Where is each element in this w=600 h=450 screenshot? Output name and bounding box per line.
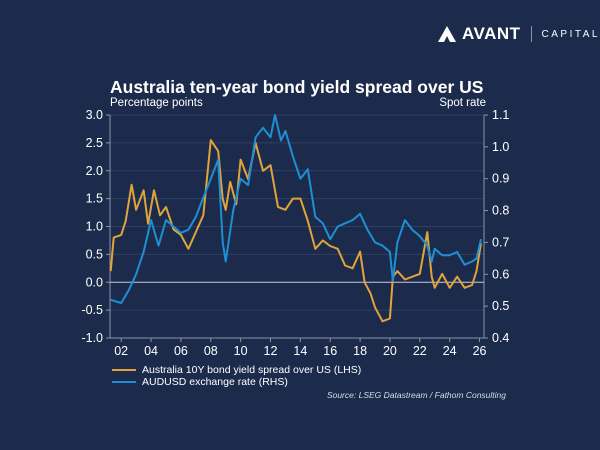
left-tick-label: 2.0 — [86, 164, 103, 178]
right-tick-label: 0.5 — [492, 299, 509, 313]
source-note: Source: LSEG Datastream / Fathom Consult… — [326, 390, 506, 400]
x-tick-label: 02 — [114, 344, 128, 358]
legend-label-audusd: AUDUSD exchange rate (RHS) — [142, 376, 288, 388]
left-tick-label: 1.5 — [86, 192, 103, 206]
left-tick-label: -1.0 — [81, 331, 103, 345]
left-tick-label: 0.0 — [86, 275, 103, 289]
x-tick-label: 12 — [264, 344, 278, 358]
x-tick-label: 10 — [234, 344, 248, 358]
x-tick-label: 20 — [383, 344, 397, 358]
x-tick-label: 06 — [174, 344, 188, 358]
logo-mark-icon — [438, 26, 456, 42]
left-tick-label: 0.5 — [86, 247, 103, 261]
right-tick-label: 0.6 — [492, 267, 509, 281]
x-tick-label: 04 — [144, 344, 158, 358]
right-tick-label: 0.8 — [492, 204, 509, 218]
logo-divider — [530, 26, 532, 42]
chart-title: Australia ten-year bond yield spread ove… — [110, 77, 484, 97]
left-tick-label: -0.5 — [81, 303, 103, 317]
right-tick-label: 1.0 — [492, 140, 509, 154]
legend: Australia 10Y bond yield spread over US … — [112, 364, 361, 388]
right-tick-label: 0.4 — [492, 331, 509, 345]
x-tick-label: 18 — [353, 344, 367, 358]
left-tick-label: 2.5 — [86, 136, 103, 150]
left-tick-label: 3.0 — [86, 108, 103, 122]
right-tick-label: 0.7 — [492, 235, 509, 249]
x-tick-label: 24 — [443, 344, 457, 358]
x-tick-label: 16 — [323, 344, 337, 358]
legend-label-spread: Australia 10Y bond yield spread over US … — [142, 364, 362, 376]
left-axis-label: Percentage points — [110, 97, 203, 109]
legend-swatch-audusd — [112, 381, 136, 383]
x-tick-label: 08 — [204, 344, 218, 358]
spread-line — [109, 139, 482, 323]
left-tick-label: 1.0 — [86, 220, 103, 234]
logo-subtitle: CAPITAL — [541, 28, 600, 40]
logo-brand: AVANT — [462, 24, 521, 43]
right-tick-label: 0.9 — [492, 172, 509, 186]
avant-capital-logo: AVANT CAPITAL — [438, 24, 600, 44]
legend-item-audusd: AUDUSD exchange rate (RHS) — [112, 376, 361, 388]
x-tick-label: 26 — [473, 344, 487, 358]
x-tick-label: 14 — [293, 344, 307, 358]
legend-swatch-spread — [112, 369, 136, 371]
right-axis-label: Spot rate — [439, 97, 486, 109]
right-tick-label: 1.1 — [492, 108, 509, 122]
x-tick-label: 22 — [413, 344, 427, 358]
legend-item-spread: Australia 10Y bond yield spread over US … — [112, 364, 361, 376]
audusd-line — [110, 114, 482, 304]
